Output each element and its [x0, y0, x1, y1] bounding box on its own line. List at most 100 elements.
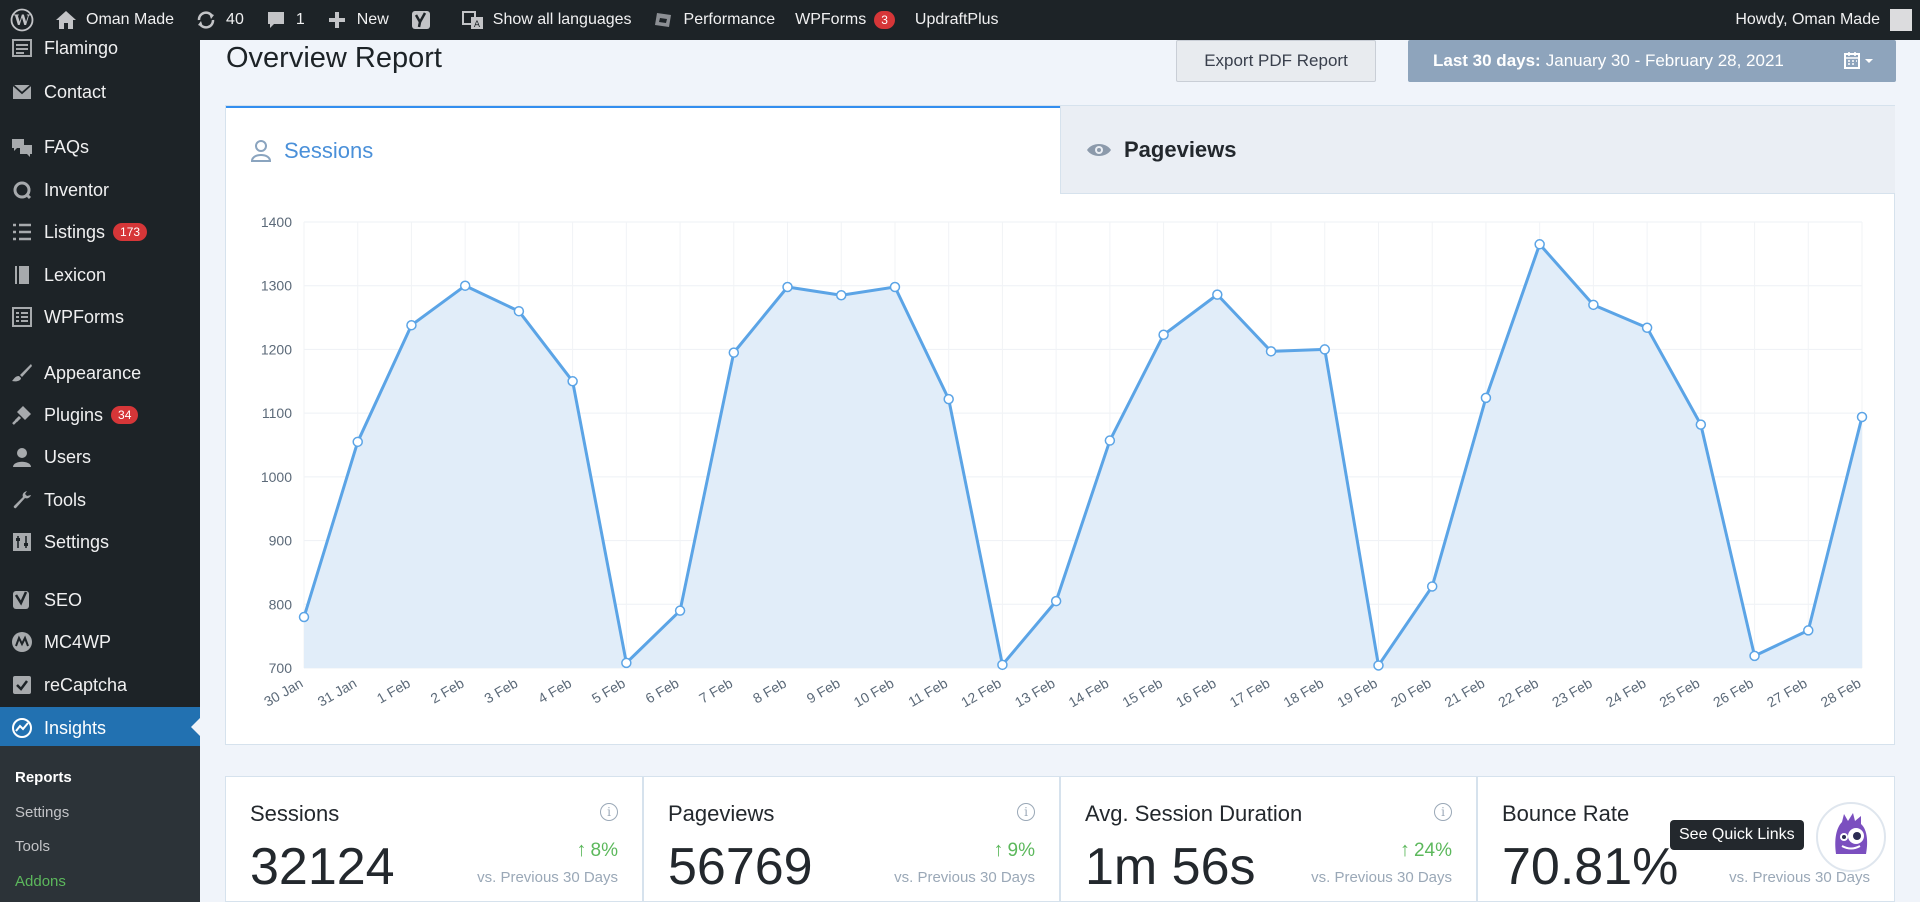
info-icon[interactable]: i — [600, 803, 618, 821]
user-outline-icon — [250, 139, 272, 163]
checkbox-icon — [10, 673, 34, 697]
x-tick-label: 8 Feb — [750, 675, 789, 707]
settings-icon — [10, 530, 34, 554]
sidebar-item-label: Lexicon — [44, 264, 107, 285]
y-tick-label: 800 — [269, 596, 293, 612]
x-tick-label: 19 Feb — [1334, 675, 1380, 711]
y-tick-label: 1200 — [261, 341, 292, 357]
sidebar-item-insights[interactable]: Insights — [0, 707, 200, 749]
submenu-reports[interactable]: Reports — [15, 769, 72, 786]
stat-change-value: 24% — [1413, 839, 1452, 861]
quick-links-tooltip: See Quick Links — [1670, 820, 1804, 850]
tab-sessions[interactable]: Sessions — [226, 106, 1060, 194]
submenu-settings[interactable]: Settings — [15, 804, 70, 821]
data-point — [567, 376, 578, 387]
sidebar-item-recaptcha[interactable]: reCaptcha — [0, 665, 200, 705]
plugin-icon — [10, 403, 34, 427]
sidebar-item-appearance[interactable]: Appearance — [0, 353, 200, 393]
stat-value: 56769 — [668, 838, 813, 896]
sidebar-item-listings[interactable]: Listings 173 — [0, 212, 200, 252]
howdy-text: Howdy, Oman Made — [1735, 11, 1880, 28]
tab-pageviews[interactable]: Pageviews — [1060, 106, 1895, 194]
tab-sessions-label: Sessions — [284, 138, 374, 163]
mc4wp-icon — [10, 630, 34, 654]
sidebar-item-label: SEO — [44, 589, 83, 610]
info-icon[interactable]: i — [1434, 803, 1452, 821]
updraftplus-menu[interactable]: UpdraftPlus — [905, 0, 1009, 40]
y-tick-label: 900 — [269, 533, 293, 549]
wpforms-label: WPForms — [795, 11, 867, 28]
updraftplus-label: UpdraftPlus — [914, 11, 999, 28]
quick-links-button[interactable] — [1816, 802, 1886, 872]
sidebar-item-label: Settings — [44, 531, 110, 552]
listings-count-badge: 173 — [113, 223, 148, 241]
series-line — [302, 242, 1864, 667]
sidebar-item-label: MC4WP — [44, 631, 111, 652]
x-tick-label: 2 Feb — [428, 675, 467, 707]
x-tick-label: 15 Feb — [1119, 675, 1165, 711]
languages-label: Show all languages — [492, 11, 632, 28]
x-tick-label: 5 Feb — [589, 675, 628, 707]
new-label: New — [356, 11, 389, 28]
sidebar-item-users[interactable]: Users — [0, 437, 200, 477]
sidebar-item-wpforms[interactable]: WPForms — [0, 297, 200, 337]
date-range-button[interactable]: Last 30 days: January 30 - February 28, … — [1408, 40, 1896, 82]
languages-menu[interactable]: A Show all languages — [451, 0, 642, 40]
data-point — [1856, 411, 1868, 423]
site-name-menu[interactable]: Oman Made — [44, 0, 184, 40]
y-tick-label: 1100 — [262, 405, 292, 421]
sidebar-item-mc4wp[interactable]: MC4WP — [0, 622, 200, 662]
performance-menu[interactable]: Performance — [642, 0, 786, 40]
sidebar-item-lexicon[interactable]: Lexicon — [0, 255, 200, 295]
data-point — [1534, 239, 1545, 250]
home-icon — [54, 8, 78, 32]
sidebar-item-settings[interactable]: Settings — [0, 522, 200, 562]
data-point — [1050, 595, 1062, 607]
stat-value: 32124 — [250, 838, 395, 896]
x-tick-label: 7 Feb — [696, 675, 735, 707]
data-point — [674, 605, 686, 616]
sidebar-item-flamingo[interactable]: Flamingo — [0, 28, 200, 68]
data-point — [1426, 581, 1438, 592]
monster-mascot-icon — [1826, 810, 1876, 865]
x-tick-label: 3 Feb — [481, 675, 520, 707]
x-tick-label: 13 Feb — [1012, 675, 1058, 711]
account-menu[interactable]: Howdy, Oman Made — [1735, 9, 1920, 31]
svg-text:A: A — [474, 20, 481, 30]
comments-menu[interactable]: 1 — [254, 0, 315, 40]
new-content-menu[interactable]: New — [315, 0, 399, 40]
y-tick-label: 700 — [269, 660, 293, 676]
y-tick-label: 1400 — [261, 216, 292, 230]
tab-pageviews-label: Pageviews — [1124, 136, 1237, 162]
book-icon — [10, 263, 34, 287]
x-tick-label: 6 Feb — [643, 675, 682, 707]
avatar — [1890, 9, 1912, 31]
stat-comparison: vs. Previous 30 Days — [477, 869, 618, 886]
info-icon[interactable]: i — [1017, 803, 1035, 821]
insights-submenu: Reports Settings Tools Addons — [0, 746, 200, 902]
stat-title: Avg. Session Duration — [1085, 801, 1303, 826]
export-pdf-button[interactable]: Export PDF Report — [1176, 40, 1376, 82]
x-tick-label: 20 Feb — [1388, 675, 1434, 711]
x-tick-label: 24 Feb — [1603, 675, 1649, 711]
sidebar-item-inventor[interactable]: Inventor — [0, 170, 200, 210]
wordpress-logo-icon[interactable]: W — [0, 0, 44, 40]
wpforms-menu[interactable]: WPForms 3 — [785, 0, 905, 40]
x-tick-label: 17 Feb — [1227, 675, 1273, 711]
stat-comparison: vs. Previous 30 Days — [894, 869, 1035, 886]
submenu-tools[interactable]: Tools — [15, 838, 51, 855]
sidebar-item-label: Insights — [44, 717, 107, 738]
sidebar-item-label: Tools — [44, 489, 87, 510]
sidebar-item-contact[interactable]: Contact — [0, 72, 200, 112]
sidebar-item-tools[interactable]: Tools — [0, 480, 200, 520]
submenu-addons[interactable]: Addons — [15, 873, 66, 890]
sidebar-item-faqs[interactable]: FAQs — [0, 127, 200, 167]
comments-icon — [10, 135, 34, 159]
sidebar-item-plugins[interactable]: Plugins 34 — [0, 395, 200, 435]
data-point — [1212, 289, 1223, 300]
updates-menu[interactable]: 40 — [184, 0, 254, 40]
stat-comparison: vs. Previous 30 Days — [1311, 869, 1452, 886]
sidebar-item-seo[interactable]: SEO — [0, 580, 200, 620]
yoast-menu[interactable] — [399, 0, 451, 40]
data-point — [1588, 299, 1599, 311]
